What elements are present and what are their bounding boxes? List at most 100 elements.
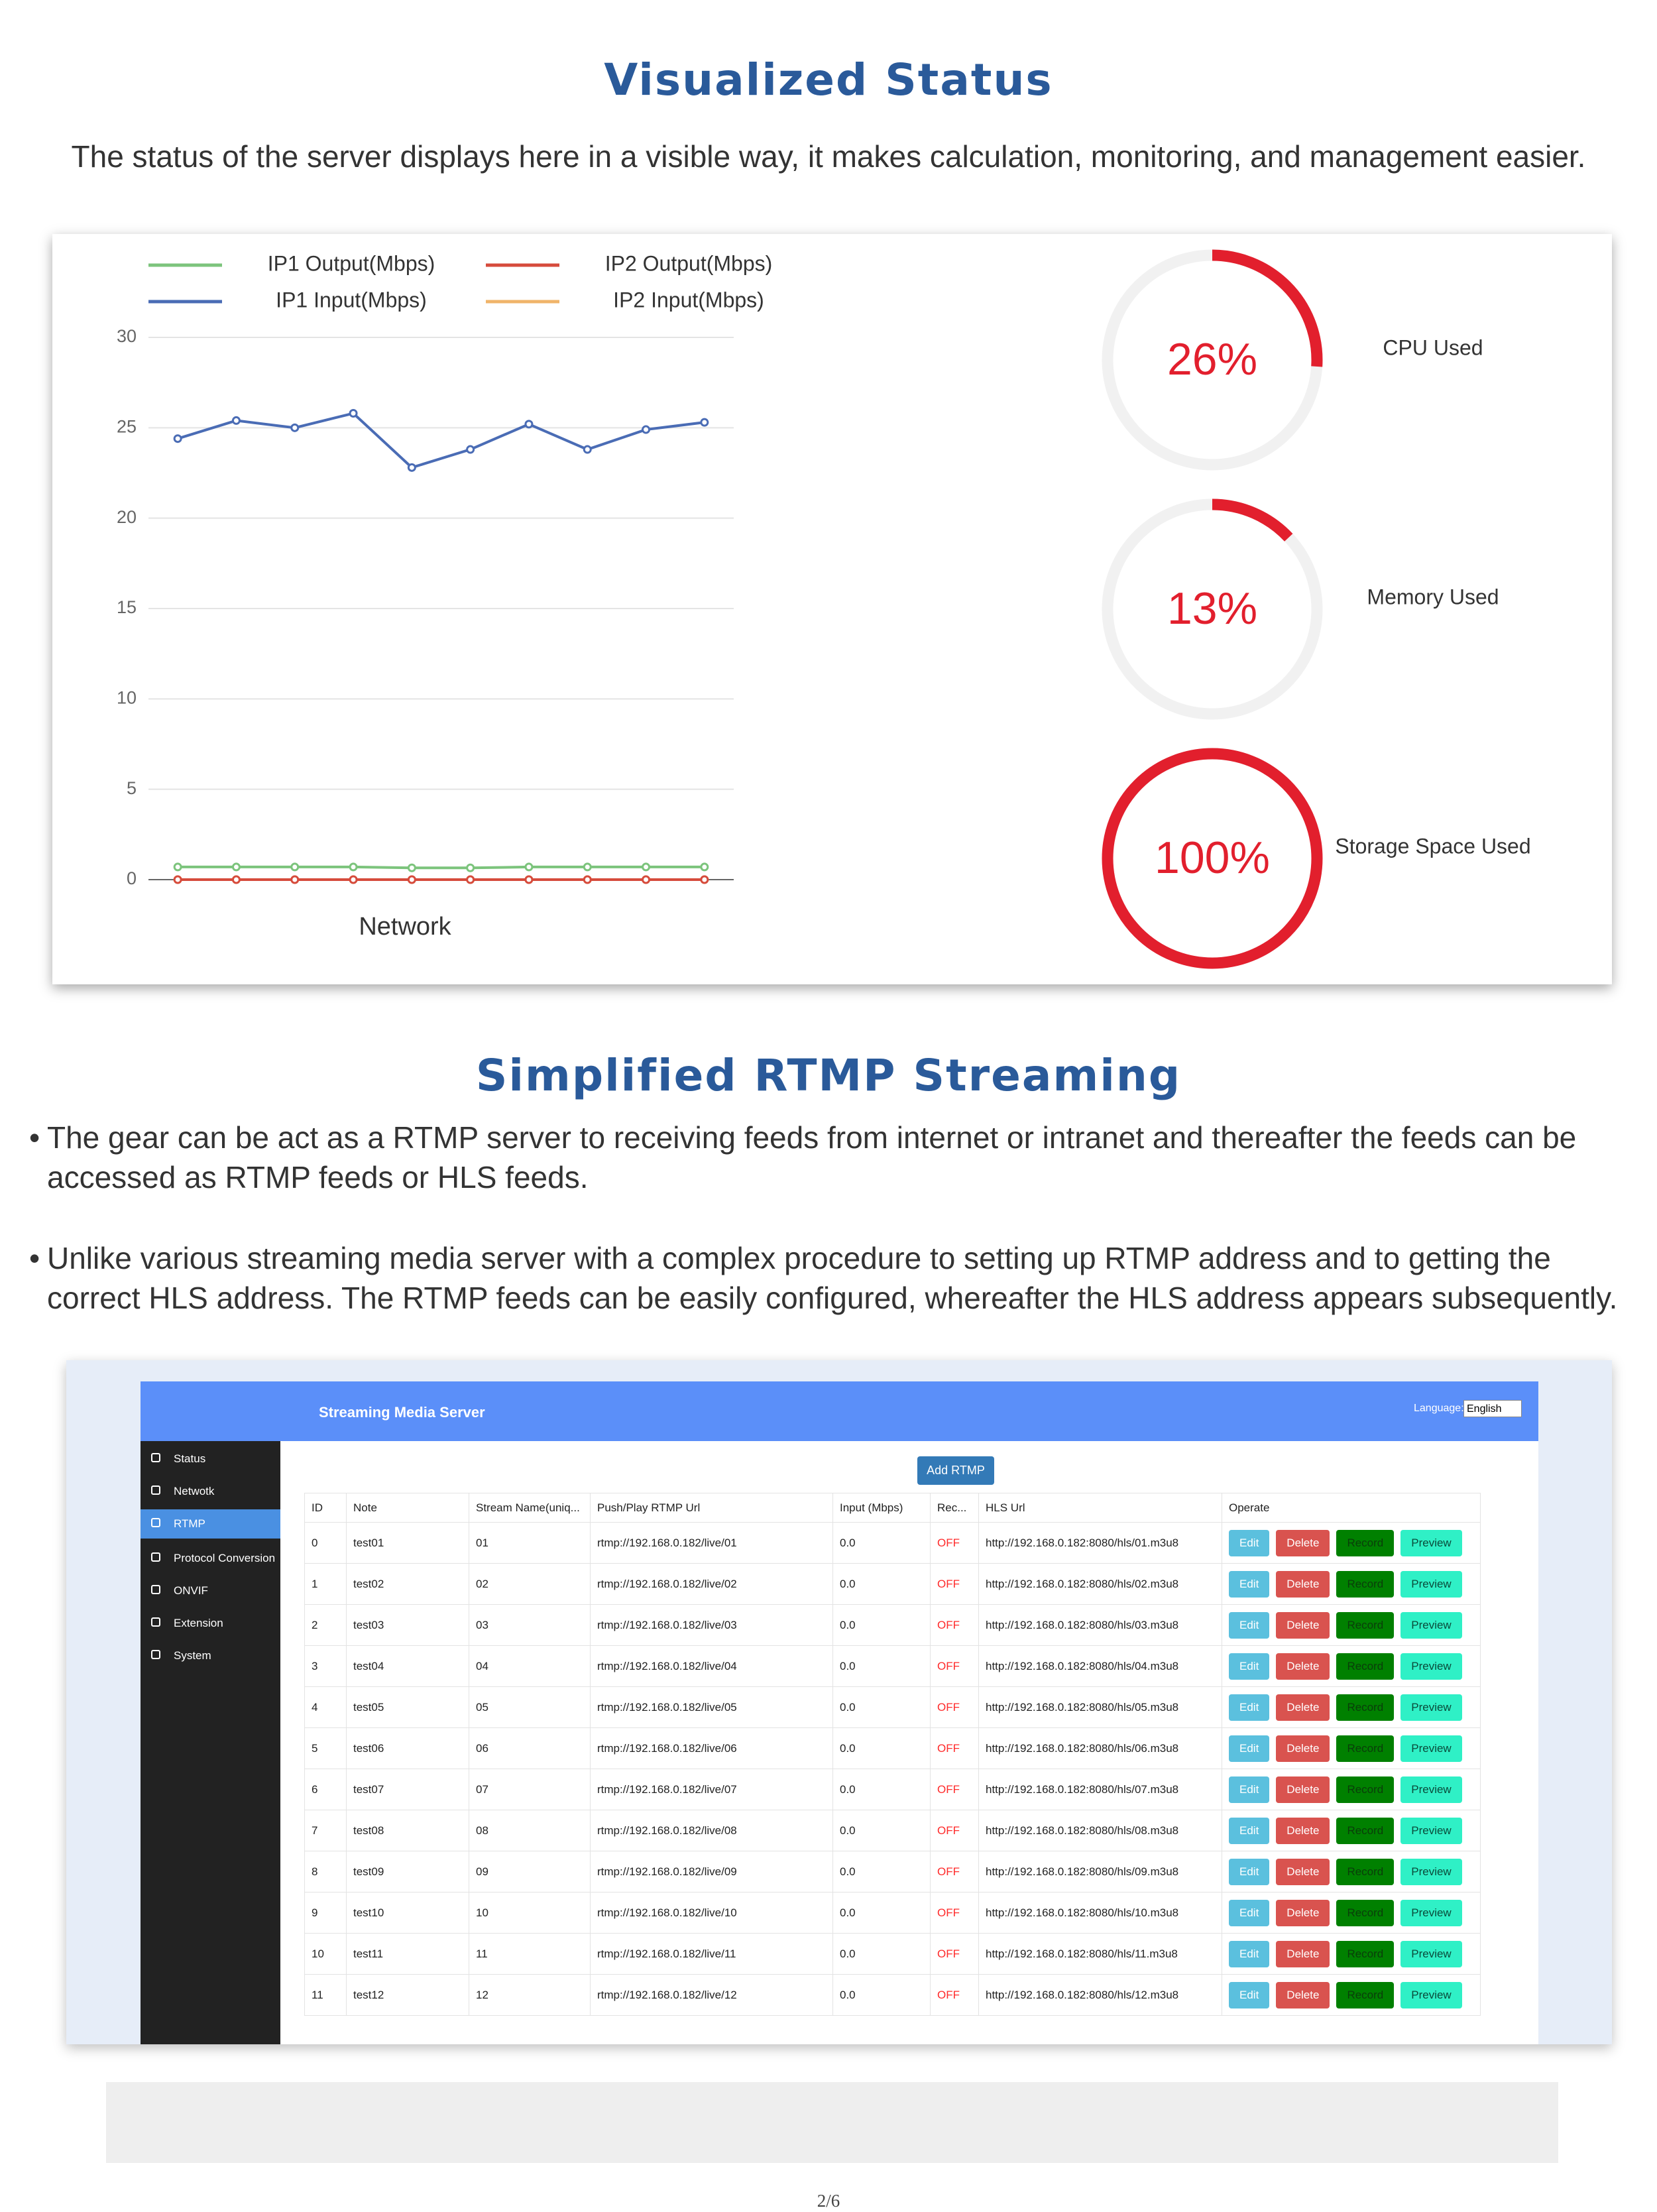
- action-button[interactable]: Delete: [1276, 1570, 1330, 1598]
- sidebar-icon: [151, 1453, 160, 1462]
- table-row: 6 test07 07 rtmp://192.168.0.182/live/07 0.0…: [304, 1769, 1481, 1810]
- data-point: [524, 862, 534, 872]
- action-button[interactable]: Delete: [1276, 1940, 1330, 1967]
- action-button[interactable]: Edit: [1229, 1776, 1270, 1803]
- table-header: Stream Name(uniq...: [469, 1493, 591, 1523]
- action-button[interactable]: Record: [1336, 1817, 1395, 1844]
- action-button[interactable]: Edit: [1229, 1694, 1270, 1721]
- gauge-value: 26%: [1167, 334, 1257, 384]
- action-button[interactable]: Record: [1336, 1653, 1395, 1680]
- sidebar-item[interactable]: Netwotk: [141, 1477, 280, 1506]
- gauge-label: Memory Used: [1367, 585, 1499, 609]
- action-button[interactable]: Record: [1336, 1735, 1395, 1762]
- table-cell: 0.0: [832, 1686, 931, 1728]
- sidebar-item[interactable]: ONVIF: [141, 1576, 280, 1605]
- action-button[interactable]: Edit: [1229, 1858, 1270, 1885]
- table-cell: OFF: [930, 1645, 979, 1687]
- operate-cell: Edit Delete Record Preview: [1222, 1933, 1481, 1975]
- language-select[interactable]: English: [1463, 1400, 1522, 1417]
- action-button[interactable]: Edit: [1229, 1940, 1270, 1967]
- action-button[interactable]: Edit: [1229, 1817, 1270, 1844]
- action-button[interactable]: Record: [1336, 1694, 1395, 1721]
- sidebar-icon: [151, 1485, 160, 1495]
- action-button[interactable]: Delete: [1276, 1529, 1330, 1556]
- gauge-label: CPU Used: [1383, 335, 1483, 359]
- x-axis-label: Network: [359, 913, 451, 941]
- action-button[interactable]: Record: [1336, 1611, 1395, 1639]
- table-cell: OFF: [930, 1769, 979, 1810]
- action-button[interactable]: Edit: [1229, 1611, 1270, 1639]
- data-point: [642, 862, 651, 872]
- table-cell: http://192.168.0.182:8080/hls/05.m3u8: [978, 1686, 1222, 1728]
- action-button[interactable]: Preview: [1400, 1694, 1462, 1721]
- add-rtmp-button[interactable]: Add RTMP: [917, 1456, 994, 1485]
- table-cell: 11: [469, 1933, 591, 1975]
- action-button[interactable]: Delete: [1276, 1694, 1330, 1721]
- operate-cell: Edit Delete Record Preview: [1222, 1974, 1481, 2016]
- table-cell: http://192.168.0.182:8080/hls/06.m3u8: [978, 1727, 1222, 1769]
- screenshot-panel: Streaming Media Server Language: English…: [66, 1360, 1612, 2044]
- action-button[interactable]: Preview: [1400, 1529, 1462, 1556]
- action-button[interactable]: Delete: [1276, 1653, 1330, 1680]
- action-button[interactable]: Delete: [1276, 1611, 1330, 1639]
- action-button[interactable]: Record: [1336, 1940, 1395, 1967]
- sidebar-item[interactable]: RTMP: [141, 1509, 280, 1539]
- table-cell: OFF: [930, 1933, 979, 1975]
- action-button[interactable]: Record: [1336, 1570, 1395, 1598]
- sidebar-item[interactable]: Extension: [141, 1609, 280, 1638]
- action-button[interactable]: Edit: [1229, 1981, 1270, 2008]
- action-button[interactable]: Record: [1336, 1776, 1395, 1803]
- action-button[interactable]: Preview: [1400, 1611, 1462, 1639]
- bullet-marker: •: [29, 1120, 40, 1155]
- action-button[interactable]: Preview: [1400, 1570, 1462, 1598]
- table-cell: rtmp://192.168.0.182/live/12: [590, 1974, 833, 2016]
- action-button[interactable]: Preview: [1400, 1735, 1462, 1762]
- page-number: 2/6: [817, 2191, 840, 2211]
- action-button[interactable]: Record: [1336, 1858, 1395, 1885]
- table-cell: test12: [346, 1974, 469, 2016]
- app-window: Streaming Media Server Language: English…: [141, 1381, 1538, 2044]
- action-button[interactable]: Edit: [1229, 1529, 1270, 1556]
- action-button[interactable]: Preview: [1400, 1653, 1462, 1680]
- action-button[interactable]: Preview: [1400, 1899, 1462, 1926]
- action-button[interactable]: Delete: [1276, 1776, 1330, 1803]
- action-button[interactable]: Delete: [1276, 1981, 1330, 2008]
- table-cell: http://192.168.0.182:8080/hls/11.m3u8: [978, 1933, 1222, 1975]
- action-button[interactable]: Delete: [1276, 1899, 1330, 1926]
- action-button[interactable]: Record: [1336, 1529, 1395, 1556]
- y-tick-label: 30: [117, 326, 137, 346]
- action-button[interactable]: Edit: [1229, 1653, 1270, 1680]
- operate-cell: Edit Delete Record Preview: [1222, 1727, 1481, 1769]
- table-cell: rtmp://192.168.0.182/live/03: [590, 1604, 833, 1646]
- table-header: Note: [346, 1493, 469, 1523]
- action-button[interactable]: Edit: [1229, 1570, 1270, 1598]
- sidebar-item[interactable]: Protocol Conversion: [141, 1544, 280, 1573]
- action-button[interactable]: Record: [1336, 1899, 1395, 1926]
- action-button[interactable]: Preview: [1400, 1940, 1462, 1967]
- action-button[interactable]: Edit: [1229, 1899, 1270, 1926]
- action-button[interactable]: Preview: [1400, 1776, 1462, 1803]
- legend-label: IP2 Output(Mbps): [605, 251, 773, 275]
- table-cell: 0.0: [832, 1769, 931, 1810]
- action-button[interactable]: Preview: [1400, 1981, 1462, 2008]
- sidebar-item[interactable]: System: [141, 1641, 280, 1670]
- app-header: Streaming Media Server Language: English: [141, 1381, 1538, 1441]
- table-cell: 0.0: [832, 1892, 931, 1934]
- table-header: Input (Mbps): [832, 1493, 931, 1523]
- action-button[interactable]: Preview: [1400, 1817, 1462, 1844]
- action-button[interactable]: Delete: [1276, 1858, 1330, 1885]
- action-button[interactable]: Edit: [1229, 1735, 1270, 1762]
- sidebar-item[interactable]: Status: [141, 1444, 280, 1474]
- action-button[interactable]: Delete: [1276, 1817, 1330, 1844]
- table-cell: http://192.168.0.182:8080/hls/03.m3u8: [978, 1604, 1222, 1646]
- data-point: [349, 875, 358, 884]
- y-tick-label: 20: [117, 507, 137, 527]
- table-cell: OFF: [930, 1727, 979, 1769]
- action-button[interactable]: Delete: [1276, 1735, 1330, 1762]
- table-cell: 06: [469, 1727, 591, 1769]
- table-cell: 0.0: [832, 1810, 931, 1851]
- action-button[interactable]: Record: [1336, 1981, 1395, 2008]
- data-point: [524, 420, 534, 429]
- operate-cell: Edit Delete Record Preview: [1222, 1892, 1481, 1934]
- action-button[interactable]: Preview: [1400, 1858, 1462, 1885]
